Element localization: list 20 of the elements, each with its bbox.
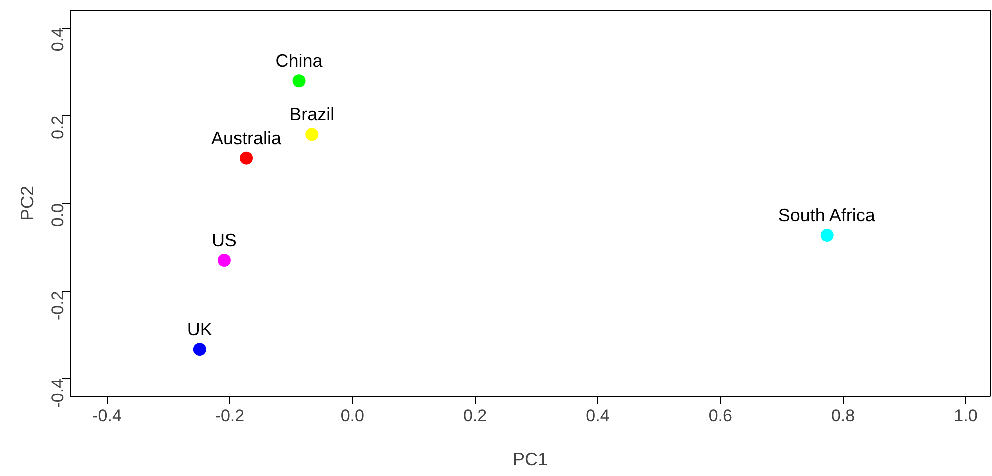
y-tick-label: 0.2 bbox=[48, 116, 68, 140]
series-label: Australia bbox=[212, 128, 283, 148]
x-tick-label: 0.4 bbox=[586, 406, 610, 426]
series-label: South Africa bbox=[778, 206, 876, 226]
y-axis-title: PC2 bbox=[18, 186, 38, 222]
x-tick-label: 0.6 bbox=[708, 406, 732, 426]
y-tick-label: 0.4 bbox=[48, 28, 68, 52]
x-tick-label: 0.0 bbox=[340, 406, 364, 426]
series-label: US bbox=[212, 230, 237, 251]
x-tick-label: 0.8 bbox=[831, 406, 856, 426]
y-tick-label: 0.0 bbox=[48, 203, 68, 228]
x-tick-label: 1.0 bbox=[954, 406, 978, 426]
x-tick-label: -0.4 bbox=[92, 406, 122, 426]
x-axis-title: PC1 bbox=[512, 450, 548, 470]
x-tick-label: -0.2 bbox=[215, 406, 245, 426]
y-tick-label: -0.2 bbox=[48, 291, 68, 321]
series-label: China bbox=[276, 51, 324, 72]
series-label: Brazil bbox=[290, 104, 335, 125]
x-tick-label: 0.2 bbox=[463, 406, 488, 426]
series-label: UK bbox=[187, 320, 212, 340]
